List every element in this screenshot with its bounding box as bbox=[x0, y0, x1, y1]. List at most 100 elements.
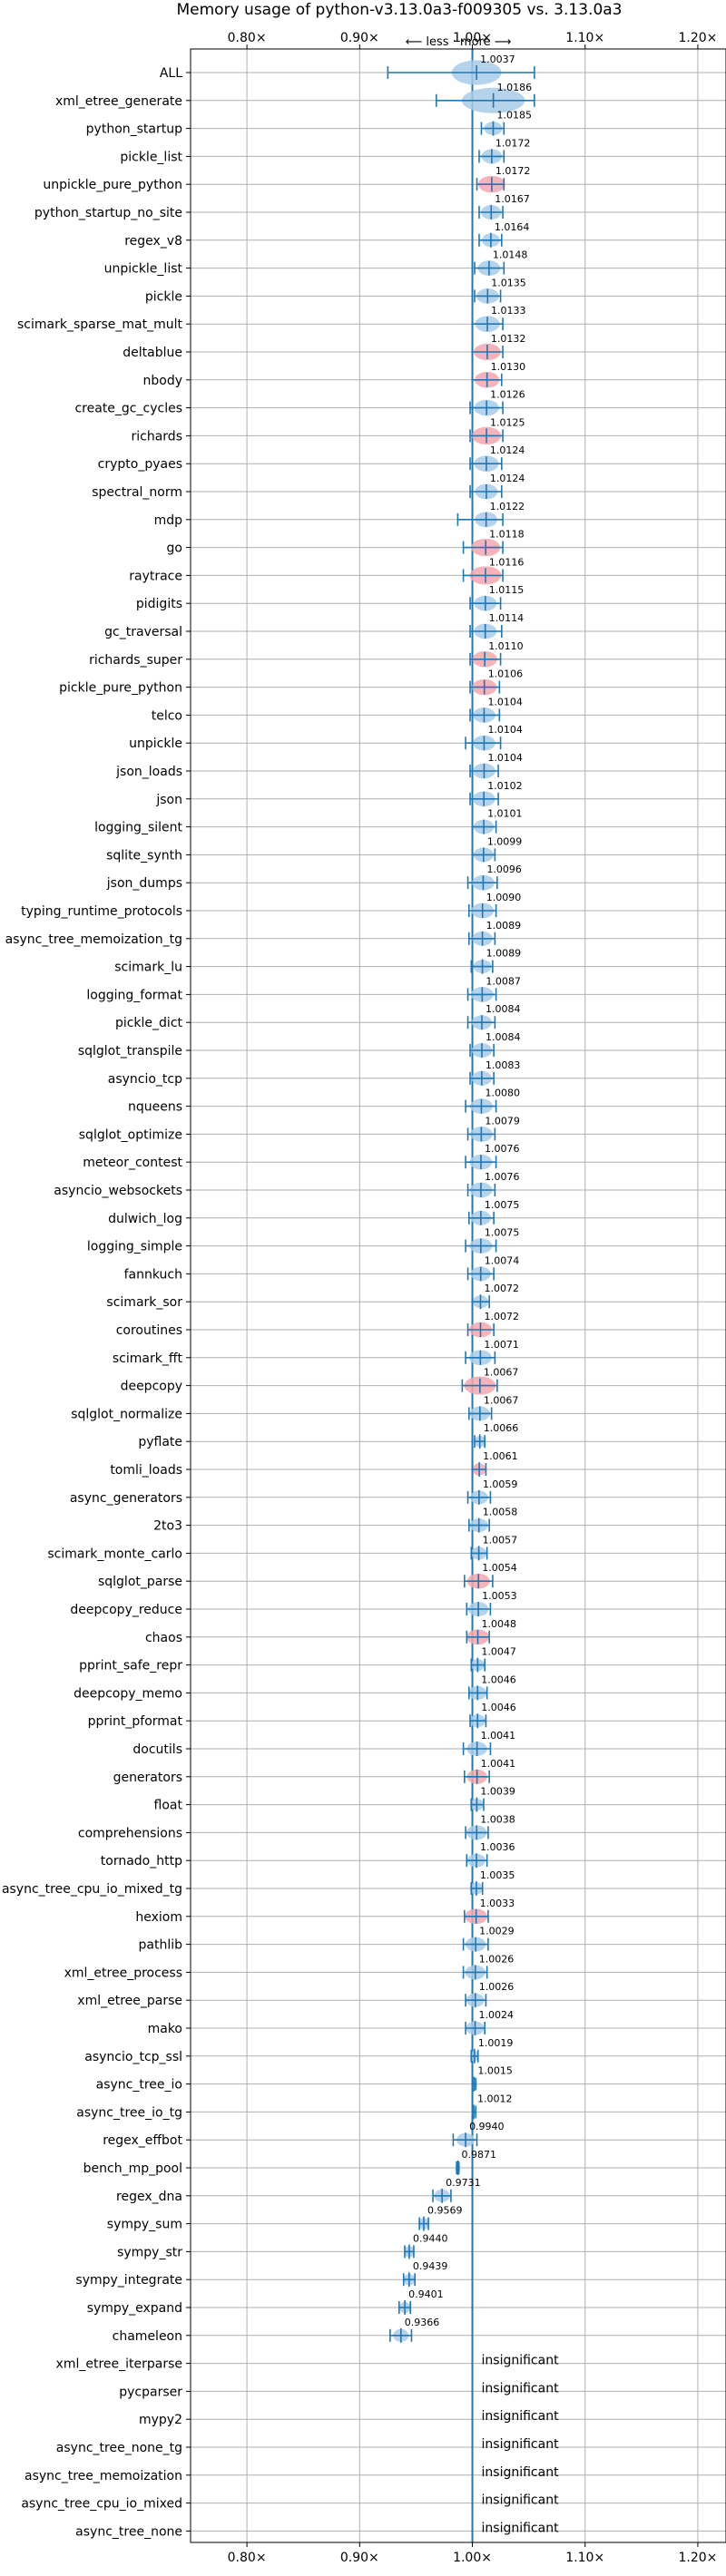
benchmark-label: sympy_integrate bbox=[75, 2273, 182, 2288]
benchmark-label: generators bbox=[113, 1771, 182, 1785]
benchmark-label: xml_etree_process bbox=[64, 1966, 182, 1980]
value-label: 1.0115 bbox=[489, 584, 525, 596]
value-label: 0.9731 bbox=[446, 2177, 480, 2189]
value-label: 1.0067 bbox=[484, 1367, 519, 1379]
value-label: 1.0083 bbox=[486, 1059, 521, 1071]
benchmark-label: sympy_str bbox=[117, 2245, 182, 2259]
value-label: 1.0072 bbox=[484, 1283, 519, 1294]
value-label: 1.0104 bbox=[487, 696, 523, 707]
value-label: 1.0072 bbox=[484, 1311, 519, 1322]
benchmark-label: xml_etree_generate bbox=[55, 94, 182, 109]
benchmark-label: mypy2 bbox=[139, 2413, 182, 2427]
value-label: 1.0106 bbox=[488, 668, 524, 680]
value-label: 1.0015 bbox=[477, 2065, 513, 2077]
benchmark-label: scimark_lu bbox=[114, 961, 182, 975]
x-tick-label-top: 0.80× bbox=[228, 31, 267, 45]
value-label: 1.0130 bbox=[491, 361, 526, 373]
value-label: 1.0037 bbox=[480, 54, 515, 65]
value-label: 1.0067 bbox=[484, 1394, 519, 1406]
grid-layer bbox=[186, 44, 726, 2547]
value-label: 1.0058 bbox=[483, 1507, 518, 1518]
value-label: 1.0035 bbox=[480, 1869, 515, 1881]
benchmark-label: pickle_pure_python bbox=[59, 681, 182, 696]
direction-label: ⟵ less · more ⟶ bbox=[406, 35, 512, 49]
benchmark-label: scimark_sparse_mat_mult bbox=[17, 317, 182, 332]
benchmark-label: meteor_contest bbox=[83, 1156, 182, 1170]
benchmark-label: telco bbox=[152, 708, 182, 723]
benchmark-label: richards bbox=[132, 429, 183, 444]
value-label: 1.0071 bbox=[484, 1339, 519, 1351]
benchmark-label: sqlglot_optimize bbox=[79, 1127, 182, 1142]
benchmark-label: xml_etree_parse bbox=[77, 1994, 182, 2008]
value-label: 1.0087 bbox=[486, 975, 521, 987]
value-label: 1.0101 bbox=[487, 808, 523, 820]
value-label: 0.9401 bbox=[408, 2288, 444, 2300]
benchmark-label: deepcopy_memo bbox=[74, 1686, 182, 1701]
x-tick-label-bottom: 1.10× bbox=[565, 2551, 604, 2565]
value-label: 1.0125 bbox=[490, 416, 525, 428]
insignificant-label: insignificant bbox=[482, 2409, 560, 2424]
insignificant-label: insignificant bbox=[482, 2493, 560, 2508]
value-label: 1.0172 bbox=[495, 165, 531, 177]
value-label: 1.0116 bbox=[489, 556, 525, 568]
benchmark-label: richards_super bbox=[89, 653, 182, 668]
benchmark-label: asyncio_tcp bbox=[108, 1072, 182, 1087]
value-label: 1.0126 bbox=[490, 389, 525, 401]
value-label: 1.0041 bbox=[481, 1730, 516, 1742]
benchmark-label: logging_simple bbox=[87, 1240, 182, 1254]
value-label: 1.0047 bbox=[481, 1646, 516, 1658]
value-label: 1.0019 bbox=[478, 2037, 514, 2049]
value-label: 1.0135 bbox=[491, 277, 526, 288]
benchmark-label: coroutines bbox=[116, 1323, 182, 1338]
benchmark-label: xml_etree_iterparse bbox=[56, 2357, 182, 2372]
value-label: 1.0024 bbox=[479, 2009, 515, 2021]
value-label: 1.0076 bbox=[485, 1143, 520, 1155]
benchmark-label: 2to3 bbox=[153, 1519, 182, 1534]
benchmark-label: docutils bbox=[132, 1742, 182, 1757]
benchmark-label: pidigits bbox=[136, 597, 182, 611]
x-tick-label-top: 0.90× bbox=[340, 31, 379, 45]
x-tick-label-bottom: 0.90× bbox=[340, 2551, 379, 2565]
benchmark-label: typing_runtime_protocols bbox=[21, 904, 182, 919]
benchmark-label: async_tree_memoization bbox=[25, 2469, 182, 2483]
value-label: 1.0089 bbox=[486, 920, 522, 932]
value-label: 1.0074 bbox=[485, 1254, 520, 1266]
value-label: 1.0104 bbox=[487, 752, 523, 764]
benchmark-label: nbody bbox=[143, 374, 183, 388]
benchmark-label: async_tree_cpu_io_mixed_tg bbox=[2, 1882, 182, 1897]
benchmark-label: scimark_fft bbox=[113, 1351, 183, 1366]
benchmark-label: chaos bbox=[145, 1631, 182, 1645]
benchmark-label: pyflate bbox=[138, 1435, 182, 1449]
value-label: 1.0090 bbox=[486, 892, 522, 903]
benchmark-label: pickle_list bbox=[120, 150, 182, 164]
benchmark-label: asyncio_websockets bbox=[54, 1184, 182, 1198]
value-label: 1.0132 bbox=[491, 333, 526, 345]
benchmark-label: go bbox=[167, 542, 182, 556]
benchmark-label: pprint_safe_repr bbox=[79, 1659, 182, 1673]
value-label: 1.0114 bbox=[489, 612, 525, 624]
benchmark-label: crypto_pyaes bbox=[98, 457, 182, 472]
value-label: 1.0164 bbox=[495, 221, 530, 233]
value-label: 1.0148 bbox=[493, 249, 528, 261]
benchmark-label: python_startup bbox=[86, 122, 182, 137]
value-label: 1.0124 bbox=[490, 473, 525, 484]
x-tick-label-bottom: 1.00× bbox=[453, 2551, 492, 2565]
benchmark-label: regex_v8 bbox=[124, 234, 182, 249]
value-label: 1.0026 bbox=[479, 1981, 515, 1993]
benchmark-label: async_tree_io bbox=[96, 2078, 182, 2093]
benchmark-label: sqlglot_parse bbox=[98, 1575, 182, 1589]
insignificant-label: insignificant bbox=[482, 2465, 560, 2480]
value-label: 1.0172 bbox=[495, 137, 531, 149]
benchmark-label: hexiom bbox=[135, 1910, 182, 1925]
value-label: 1.0079 bbox=[485, 1115, 520, 1127]
value-label: 1.0054 bbox=[482, 1562, 517, 1574]
value-label: 0.9439 bbox=[413, 2260, 448, 2272]
benchmark-label: sqlglot_transpile bbox=[78, 1044, 182, 1059]
value-label: 1.0075 bbox=[485, 1227, 520, 1239]
value-label: 1.0089 bbox=[486, 948, 522, 960]
benchmark-label: deltablue bbox=[123, 346, 182, 360]
value-label: 1.0066 bbox=[484, 1422, 519, 1434]
value-label: 1.0061 bbox=[483, 1450, 518, 1462]
benchmark-label: raytrace bbox=[129, 569, 182, 583]
benchmark-label: pathlib bbox=[139, 1938, 183, 1953]
